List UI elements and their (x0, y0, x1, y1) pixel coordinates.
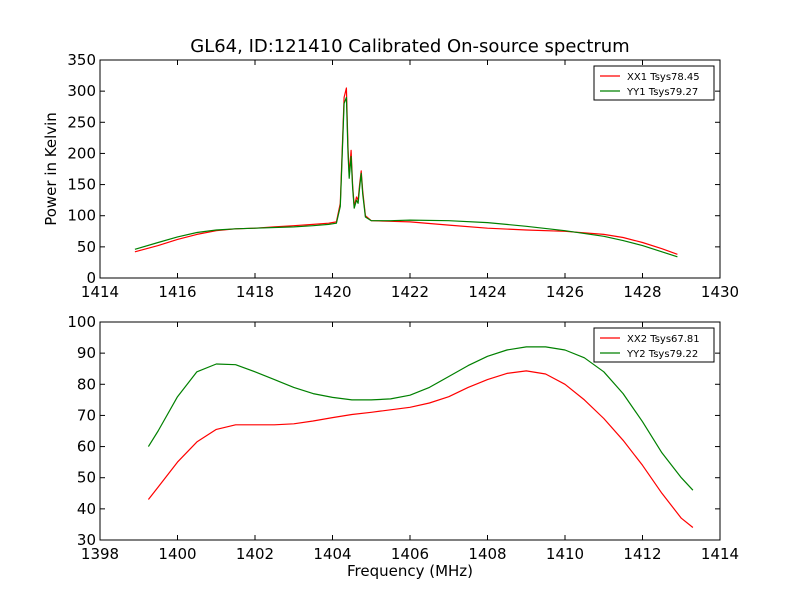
bottom-y-tick-label: 70 (77, 406, 96, 424)
top-y-tick-label: 150 (67, 176, 96, 194)
bottom-x-tick-label: 1414 (701, 545, 739, 563)
bottom-y-tick-label: 50 (77, 469, 96, 487)
bottom-series-line-2 (147, 346, 694, 491)
top-legend: XX1 Tsys78.45 YY1 Tsys79.27 (593, 65, 715, 101)
bottom-x-tick-label: 1398 (81, 545, 119, 563)
bottom-legend-label-1: XX2 Tsys67.81 (627, 334, 700, 345)
top-x-tick-label: 1416 (158, 283, 196, 301)
bottom-x-tick-label: 1402 (236, 545, 274, 563)
bottom-x-tick-label: 1400 (158, 545, 196, 563)
top-y-axis-label: Power in Kelvin (42, 112, 60, 226)
bottom-x-tick-label: 1406 (391, 545, 429, 563)
top-series-line-2 (134, 96, 678, 258)
bottom-y-tick-label: 60 (77, 438, 96, 456)
top-x-tick-label: 1426 (546, 283, 584, 301)
top-legend-label-2: YY1 Tsys79.27 (626, 87, 698, 98)
bottom-series-line-1 (147, 370, 694, 528)
top-x-tick-label: 1414 (81, 283, 119, 301)
top-chart-panel: 1414 1416 1418 1420 1422 1424 1426 1428 1430 0 50 1… (67, 51, 739, 301)
bottom-x-axis-label: Frequency (MHz) (347, 562, 473, 580)
bottom-y-tick-label: 80 (77, 375, 96, 393)
top-x-tick-label: 1422 (391, 283, 429, 301)
bottom-x-tick-label: 1410 (546, 545, 584, 563)
bottom-legend-box (593, 327, 715, 363)
bottom-legend: XX2 Tsys67.81 YY2 Tsys79.22 (593, 327, 715, 363)
chart-title: GL64, ID:121410 Calibrated On-source spe… (190, 36, 629, 57)
bottom-y-tick-label: 100 (67, 313, 96, 331)
top-y-tick-label: 250 (67, 113, 96, 131)
bottom-x-tick-label: 1412 (623, 545, 661, 563)
top-y-tick-label: 0 (86, 269, 96, 287)
top-y-tick-label: 100 (67, 207, 96, 225)
top-legend-label-1: XX1 Tsys78.45 (627, 72, 700, 83)
bottom-x-tick-label: 1404 (313, 545, 351, 563)
top-x-tick-label: 1428 (623, 283, 661, 301)
bottom-x-tick-label: 1408 (468, 545, 506, 563)
top-legend-box (593, 65, 715, 101)
top-x-tick-label: 1420 (313, 283, 351, 301)
top-x-tick-label: 1424 (468, 283, 506, 301)
bottom-chart-panel: 1398 1400 1402 1404 1406 1408 1410 1412 1414 30 40… (67, 313, 739, 563)
bottom-y-tick-label: 90 (77, 344, 96, 362)
top-y-tick-label: 300 (67, 82, 96, 100)
top-x-tick-label: 1418 (236, 283, 274, 301)
bottom-legend-label-2: YY2 Tsys79.22 (626, 349, 698, 360)
bottom-y-tick-label: 30 (77, 531, 96, 549)
top-y-tick-label: 50 (77, 238, 96, 256)
bottom-y-tick-label: 40 (77, 500, 96, 518)
top-y-tick-label: 200 (67, 144, 96, 162)
top-y-tick-label: 350 (67, 51, 96, 69)
top-x-tick-label: 1430 (701, 283, 739, 301)
